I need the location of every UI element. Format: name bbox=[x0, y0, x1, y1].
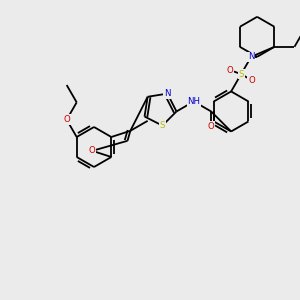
Text: N: N bbox=[164, 89, 171, 98]
Text: O: O bbox=[89, 146, 96, 155]
Text: O: O bbox=[226, 65, 233, 74]
Text: S: S bbox=[160, 121, 165, 130]
Text: O: O bbox=[63, 115, 70, 124]
Text: O: O bbox=[89, 146, 96, 155]
Text: O: O bbox=[208, 122, 214, 131]
Text: S: S bbox=[238, 70, 244, 79]
Text: N: N bbox=[248, 52, 254, 61]
Text: NH: NH bbox=[187, 97, 200, 106]
Text: O: O bbox=[248, 76, 255, 85]
